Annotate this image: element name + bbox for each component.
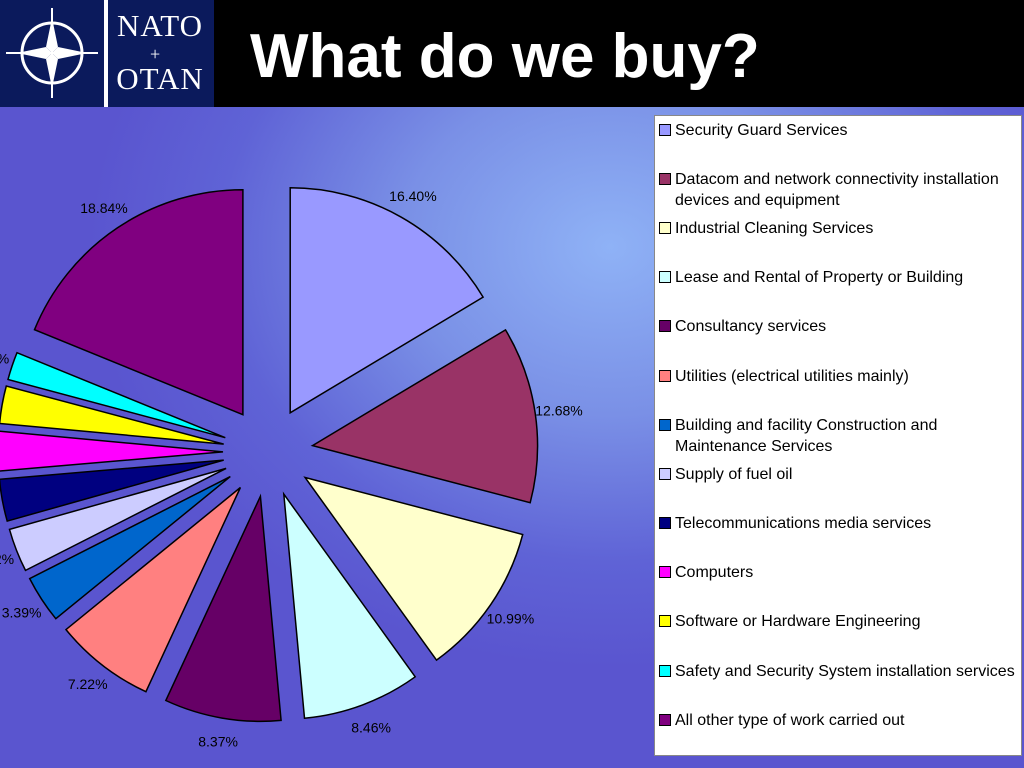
- pie-data-label-5: 8.37%: [198, 734, 238, 750]
- legend-swatch: [659, 419, 671, 431]
- legend-swatch: [659, 517, 671, 529]
- slide-header: NATO + OTAN What do we buy?: [0, 0, 1024, 107]
- pie-slice-12: [7, 351, 226, 439]
- pie-slice-1: [289, 187, 485, 415]
- legend-swatch: [659, 714, 671, 726]
- pie-data-label-1: 16.40%: [389, 188, 436, 204]
- legend-label: Consultancy services: [675, 318, 827, 335]
- legend-swatch: [659, 271, 671, 283]
- pie-slice-13: [33, 188, 244, 416]
- slide-title: What do we buy?: [250, 22, 760, 91]
- pie-slice-3: [303, 476, 524, 662]
- pie-slice-9: [0, 459, 224, 523]
- logo-text-nato: NATO: [116, 8, 204, 43]
- pie-data-label-8: 3.12%: [0, 551, 14, 567]
- legend-swatch: [659, 615, 671, 627]
- slide-body: 16.40% 12.68% 10.99% 8.46% 8.37% 7.22% 3.39% 3.…: [0, 107, 1024, 768]
- legend-label: Supply of fuel oil: [675, 466, 793, 483]
- logo-plus: +: [150, 44, 161, 64]
- legend-swatch: [659, 173, 671, 185]
- nato-logo: NATO + OTAN: [0, 0, 214, 107]
- pie-data-label-2: 12.68%: [535, 402, 582, 418]
- chart-legend: Security Guard Services Datacom and netwo…: [654, 115, 1022, 756]
- pie-data-label-13: 18.84%: [80, 200, 127, 216]
- legend-label: Security Guard Services: [675, 122, 848, 139]
- pie-slice-6: [64, 486, 242, 693]
- legend-label: Software or Hardware Engineering: [675, 613, 921, 630]
- pie-slice-7: [28, 475, 231, 620]
- logo-divider: [104, 0, 108, 107]
- pie-slice-5: [164, 493, 282, 723]
- legend-label: Building and facility Construction and M…: [675, 417, 938, 455]
- pie-slice-4: [282, 491, 417, 720]
- legend-label: Datacom and network connectivity install…: [675, 171, 999, 209]
- legend-label: Lease and Rental of Property or Building: [675, 269, 964, 286]
- legend-swatch: [659, 665, 671, 677]
- pie-data-label-3: 10.99%: [487, 610, 534, 626]
- legend-label: Telecommunications media services: [675, 515, 932, 532]
- legend-label: Utilities (electrical utilities mainly): [675, 368, 909, 385]
- legend-label: All other type of work carried out: [675, 712, 905, 729]
- legend-swatch: [659, 468, 671, 480]
- pie-slice-8: [8, 467, 227, 572]
- pie-data-label-6: 7.22%: [68, 676, 108, 692]
- pie-data-label-7: 3.39%: [2, 604, 42, 620]
- logo-text-otan: OTAN: [116, 61, 204, 96]
- legend-swatch: [659, 566, 671, 578]
- legend-label: Industrial Cleaning Services: [675, 220, 874, 237]
- pie-data-label-4: 8.46%: [351, 719, 391, 735]
- pie-slice-10: [0, 430, 224, 472]
- legend-swatch: [659, 222, 671, 234]
- nato-compass-icon: [6, 8, 98, 98]
- pie-data-label-12: 2.00%: [0, 350, 9, 366]
- legend-swatch: [659, 320, 671, 332]
- pie-slice-11: [0, 385, 224, 445]
- legend-label: Computers: [675, 564, 754, 581]
- pie-chart: 16.40% 12.68% 10.99% 8.46% 8.37% 7.22% 3.39% 3.…: [0, 187, 583, 750]
- legend-label: Safety and Security System installation …: [675, 663, 1015, 680]
- legend-swatch: [659, 124, 671, 136]
- pie-slice-2: [310, 328, 539, 504]
- legend-swatch: [659, 370, 671, 382]
